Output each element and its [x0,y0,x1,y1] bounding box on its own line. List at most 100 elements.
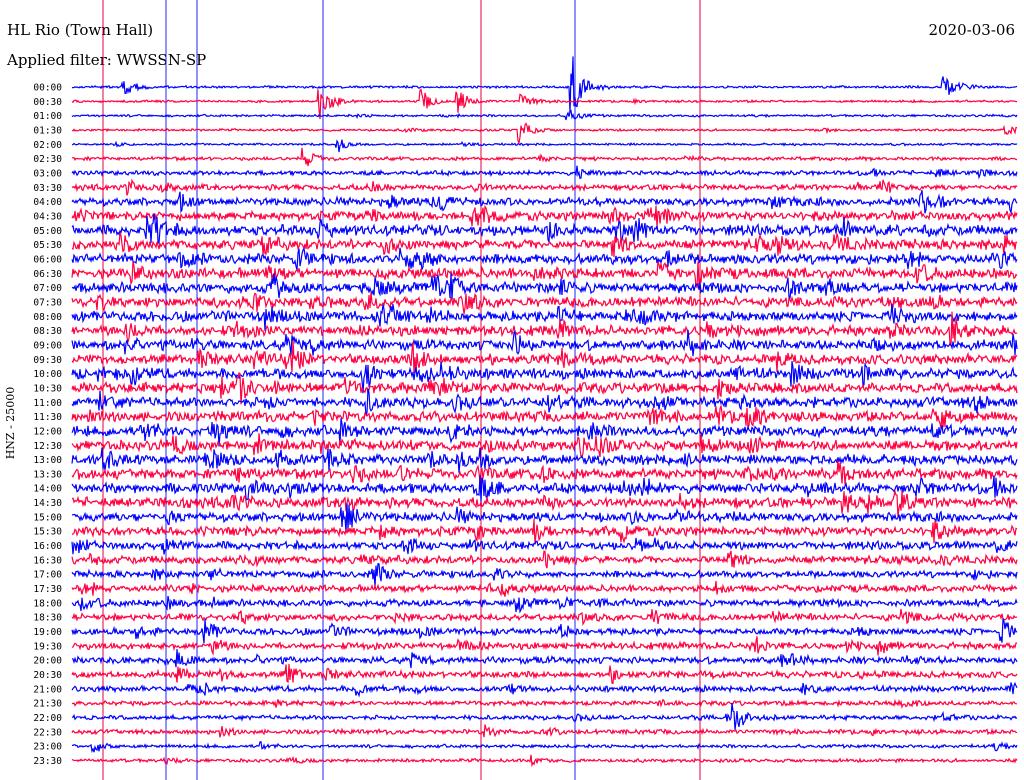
row-time-label: 17:00 [33,570,62,581]
row-time-label: 07:30 [33,297,62,308]
row-time-label: 07:00 [33,283,62,294]
row-time-label: 21:00 [33,684,62,695]
row-time-label: 02:30 [33,154,62,165]
date-label: 2020-03-06 [928,21,1015,39]
row-time-label: 00:00 [33,83,62,94]
row-time-label: 01:30 [33,125,62,136]
row-time-label: 04:30 [33,211,62,222]
row-time-label: 18:00 [33,598,62,609]
row-time-label: 06:00 [33,254,62,265]
row-time-label: 16:00 [33,541,62,552]
row-time-label: 10:00 [33,369,62,380]
trace-line [71,178,1018,196]
trace-line [72,741,1018,753]
row-time-label: 09:30 [33,355,62,366]
row-time-label: 22:30 [33,727,62,738]
row-time-label: 03:00 [33,168,62,179]
trace-line [71,340,1018,373]
trace-line [71,204,1018,228]
row-time-label: 21:30 [33,699,62,710]
trace-line [71,418,1018,447]
row-time-label: 03:30 [33,183,62,194]
trace-line [71,232,1018,258]
row-time-label: 11:00 [33,398,62,409]
trace-line [71,608,1018,627]
trace-line [71,649,1018,669]
trace-line [71,724,1018,738]
trace-line [71,147,1018,167]
row-time-label: 05:30 [33,240,62,251]
trace-line [71,698,1017,710]
row-time-label: 11:30 [33,412,62,423]
trace-lines [71,56,1018,768]
row-time-label: 01:00 [33,111,62,122]
row-time-label: 04:00 [33,197,62,208]
row-time-label: 13:30 [33,469,62,480]
row-time-label: 13:00 [33,455,62,466]
trace-line [71,56,1018,113]
trace-line [71,246,1018,271]
trace-line [71,663,1018,685]
trace-line [71,580,1018,597]
trace-line [71,562,1018,588]
trace-line [71,489,1018,518]
trace-line [71,109,1018,121]
trace-line [71,518,1018,544]
row-time-label: 18:30 [33,613,62,624]
trace-line [71,537,1018,555]
row-time-label: 09:00 [33,340,62,351]
row-time-label: 15:30 [33,527,62,538]
trace-line [72,88,1017,120]
trace-line [71,681,1018,698]
trace-line [71,403,1018,429]
trace-line [71,433,1018,458]
row-time-label: 14:00 [33,484,62,495]
row-time-label: 02:00 [33,140,62,151]
row-time-label: 15:00 [33,512,62,523]
trace-line [71,754,1018,768]
row-time-label: 12:00 [33,426,62,437]
row-time-label: 08:00 [33,312,62,323]
row-time-label: 23:30 [33,756,62,767]
trace-line [71,122,1018,145]
row-time-label: 20:30 [33,670,62,681]
trace-line [71,361,1018,394]
row-time-label: 19:00 [33,627,62,638]
row-time-label: 22:00 [33,713,62,724]
trace-line [71,595,1018,614]
row-time-label: 12:30 [33,441,62,452]
row-time-label: 19:30 [33,641,62,652]
trace-line [71,213,1018,245]
trace-line [71,372,1018,405]
trace-line [71,702,1018,730]
trace-line [71,550,1018,569]
row-time-label: 16:30 [33,555,62,566]
row-labels: 00:00 00:30 01:00 01:30 02:00 02:30 03:00 03:30… [33,83,62,768]
trace-line [71,292,1018,315]
trace-line [71,303,1018,331]
trace-line [71,447,1018,473]
row-time-label: 17:30 [33,584,62,595]
trace-line [71,460,1018,485]
row-time-label: 08:30 [33,326,62,337]
row-time-label: 23:00 [33,742,62,753]
row-time-label: 06:30 [33,269,62,280]
trace-line [71,261,1018,289]
trace-line [71,475,1018,503]
trace-line [71,139,1018,153]
row-time-label: 05:00 [33,226,62,237]
trace-line [71,272,1018,301]
trace-line [71,636,1018,656]
filter-label: Applied filter: WWSSN-SP [7,51,207,69]
row-time-label: 20:00 [33,656,62,667]
trace-line [71,503,1018,533]
trace-line [71,165,1018,180]
station-title: HL Rio (Town Hall) [7,21,154,39]
trace-line [71,329,1018,357]
trace-line [71,190,1018,215]
row-time-label: 14:30 [33,498,62,509]
row-time-label: 00:30 [33,97,62,108]
trace-line [71,311,1018,347]
row-time-label: 10:30 [33,383,62,394]
